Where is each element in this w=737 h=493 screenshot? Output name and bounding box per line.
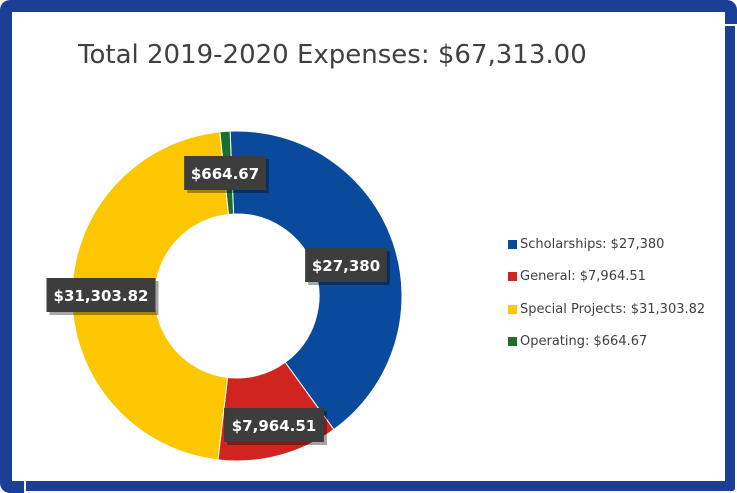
legend-swatch (508, 304, 517, 314)
legend-entry: Operating: $664.67 (508, 334, 705, 350)
chart-legend: Scholarships: $27,380 General: $7,964.51 S… (508, 236, 705, 366)
legend-swatch (508, 272, 517, 281)
donut-chart: $27,380 $7,964.51 $31,303.82 $664.67 (46, 130, 403, 462)
data-label-text: $27,380 (312, 257, 380, 275)
data-label-text: $664.67 (191, 165, 259, 183)
legend-swatch (508, 337, 517, 346)
legend-entry: General: $7,964.51 (508, 269, 705, 285)
data-label: $664.67 (184, 156, 269, 193)
legend-label: General: $7,964.51 (520, 269, 646, 284)
data-label: $7,964.51 (224, 408, 327, 445)
data-label-text: $31,303.82 (54, 287, 149, 305)
donut-slice (229, 130, 403, 431)
legend-entry: Special Projects: $31,303.82 (508, 301, 705, 317)
chart-title: Total 2019-2020 Expenses: $67,313.00 (78, 40, 587, 70)
data-label: $31,303.82 (46, 278, 159, 315)
legend-label: Special Projects: $31,303.82 (520, 301, 706, 317)
legend-label: Scholarships: $27,380 (520, 236, 665, 252)
legend-entry: Scholarships: $27,380 (508, 236, 705, 252)
data-label: $27,380 (305, 248, 390, 285)
legend-swatch (508, 239, 517, 249)
legend-label: Operating: $664.67 (520, 334, 648, 349)
chart-area: Total 2019-2020 Expenses: $67,313.00 $27… (24, 24, 737, 493)
data-label-text: $7,964.51 (232, 417, 316, 435)
